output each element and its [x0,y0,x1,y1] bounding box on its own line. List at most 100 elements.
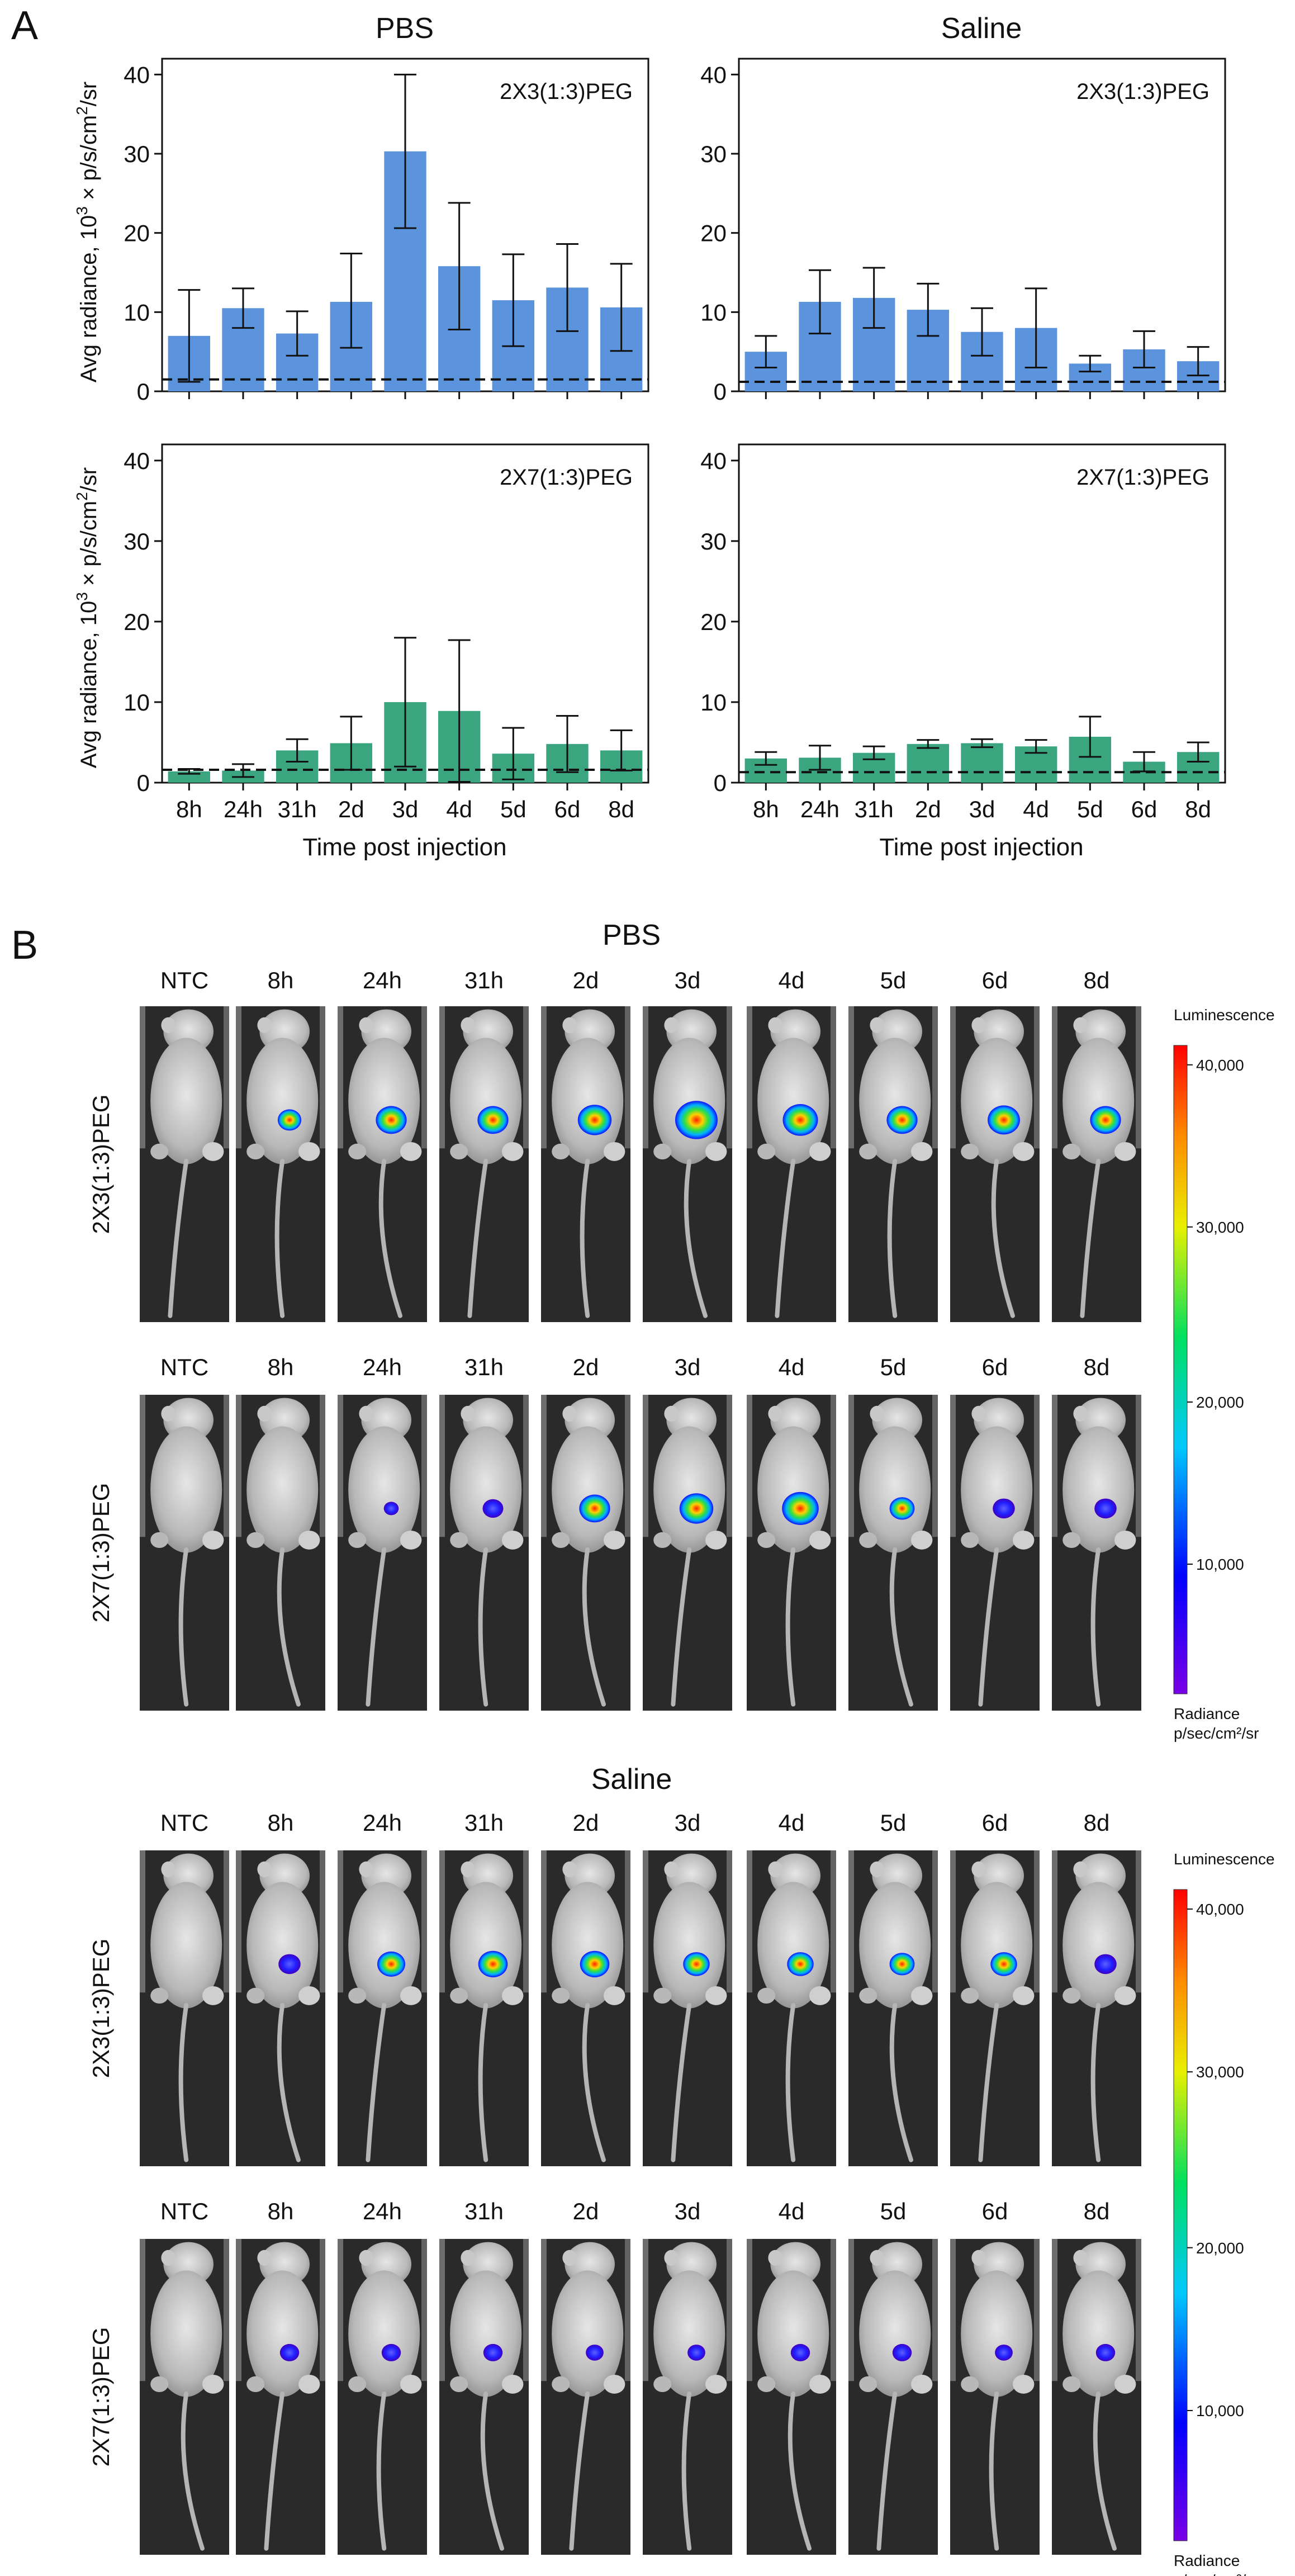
mouse-image-NTC [140,1850,229,2166]
mouse-tail [989,2391,999,2551]
luminescence-spot [683,1952,710,1976]
mouse-tail [1090,2002,1101,2162]
image-row-0: 2X3(1:3)PEG NTC 8h 24h 31h 2d 3d 4d 5d 6d 8d [88,967,1141,1322]
x-axis-label-right: Time post injection [879,834,1083,861]
mouse-body [1062,1038,1135,1164]
luminescence-spot [579,1494,610,1523]
panel-a-charts: 0 10 20 30 40 2X3(1:3)PEG 0 10 20 30 40 2X3(1:3)PEG… [73,12,1226,861]
series-label: 2X3(1:3)PEG [1076,79,1209,104]
mouse-body [450,1038,522,1164]
mouse-image-8h [236,2239,325,2555]
mouse-body [450,1882,522,2009]
mouse-image-5d [848,1006,938,1322]
mouse-tail [178,2002,189,2162]
colorbar-unit-1: Radiance [1174,2552,1240,2569]
column-label: 6d [982,967,1008,993]
mouse-tail [684,1158,708,1318]
mouse-image-8h [236,1850,325,2166]
mouse-tail [775,1158,796,1318]
mouse-body [150,1882,222,2009]
luminescence-spot [993,1498,1015,1519]
mouse-image-5d [848,2239,938,2555]
mouse-body [859,1038,931,1164]
mouse-tail [467,1158,488,1318]
y-tick-label: 40 [124,61,150,88]
column-label: 24h [363,1354,402,1380]
mouse-body [348,2270,420,2397]
mouse-tail [887,1158,898,1318]
mouse-tail [181,2391,205,2551]
luminescence-spot [892,2343,912,2361]
mouse-tail [366,2002,387,2162]
y-tick-label: 40 [700,61,727,88]
mouse-image-NTC [140,1395,229,1711]
column-label: 31h [464,1810,504,1836]
column-label: 5d [880,967,907,993]
col-title-saline: Saline [941,12,1022,45]
luminescence-spot [577,1105,612,1135]
y-tick-label: 20 [124,220,150,247]
y-tick-label: 40 [124,448,150,474]
luminescence-spot [279,2343,300,2361]
column-label: 8d [1084,1354,1110,1380]
column-label: 6d [982,2198,1008,2224]
y-tick-label: 10 [700,299,727,325]
mouse-tail [889,1547,913,1707]
mouse-image-2d [541,1395,630,1711]
mouse-tail [582,2002,606,2162]
column-label: 4d [779,2198,805,2224]
column-label: 2d [573,967,599,993]
luminescence-spot [383,1502,399,1516]
row-label: 2X3(1:3)PEG [88,1095,114,1234]
mouse-image-24h [338,1006,427,1322]
column-label: 31h [464,967,504,993]
x-tick-label: 8d [1185,796,1211,822]
colorbar-gradient [1173,1045,1188,1694]
panel-b-letter: B [11,923,39,968]
image-row-1: 2X7(1:3)PEG NTC 8h 24h 31h 2d 3d 4d 5d 6d 8d [88,1354,1141,1711]
y-tick-label: 20 [700,220,727,247]
mouse-body [450,1426,522,1553]
column-label: 5d [880,2198,907,2224]
luminescence-spot [886,1106,918,1134]
colorbar-tick: 20,000 [1196,2239,1244,2257]
luminescence-spot [483,2343,503,2361]
column-label: 31h [464,2198,504,2224]
colorbar-tick: 10,000 [1196,2402,1244,2419]
column-label: 3d [675,967,701,993]
group-title: PBS [603,919,661,951]
x-tick-label: 6d [1131,796,1158,822]
colorbar: Luminescence 40,000 30,000 20,000 10,000 Radi… [1173,1850,1275,2576]
mouse-body [653,1426,725,1553]
mouse-image-NTC [140,1006,229,1322]
column-label: NTC [160,1354,208,1380]
y-tick-label: 40 [700,448,727,474]
luminescence-spot [995,2345,1013,2361]
mouse-tail [788,2391,812,2551]
bar-chart-0: 0 10 20 30 40 2X3(1:3)PEG [124,58,649,405]
colorbar-unit-2: p/sec/cm²/sr [1174,2572,1259,2576]
mouse-image-8d [1052,1006,1141,1322]
mouse-body [757,1882,829,2009]
mouse-tail [264,2391,285,2551]
luminescence-spot [687,2345,705,2361]
mouse-tail [1090,1547,1101,1707]
mouse-image-4d [747,2239,836,2555]
mouse-body [246,2270,319,2397]
column-label: 5d [880,1810,907,1836]
column-label: 3d [675,1354,701,1380]
column-label: NTC [160,2198,208,2224]
luminescence-spot [787,1952,814,1976]
mouse-body [961,1426,1033,1553]
mouse-tail [168,1158,189,1318]
luminescence-spot [679,1493,714,1524]
column-label: 6d [982,1354,1008,1380]
mouse-image-2d [541,1006,630,1322]
mouse-image-3d [643,1006,732,1322]
mouse-body [450,2270,522,2397]
column-label: 4d [779,1810,805,1836]
column-label: 8d [1084,1810,1110,1836]
mouse-image-2d [541,2239,630,2555]
